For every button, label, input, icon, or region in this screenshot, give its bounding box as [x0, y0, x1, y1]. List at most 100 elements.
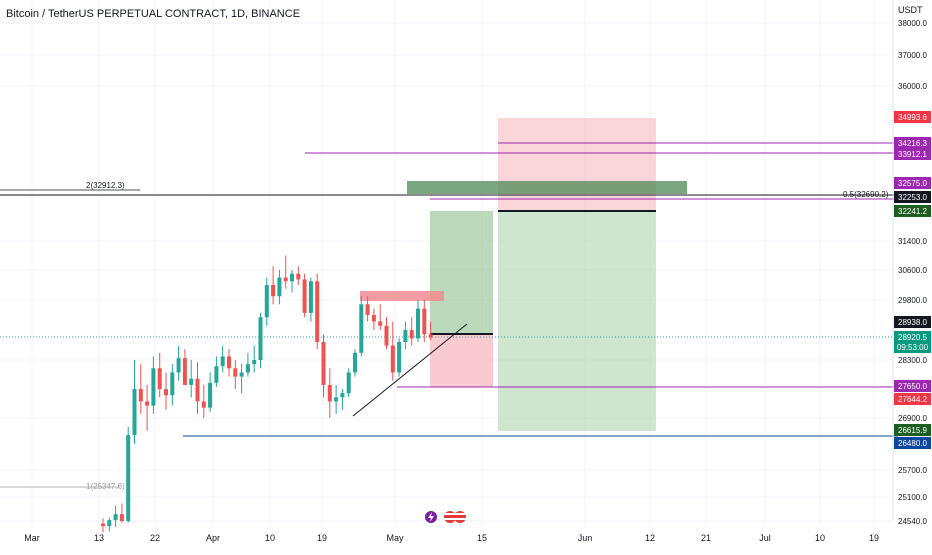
candle-body — [397, 341, 402, 373]
candle[interactable] — [365, 296, 370, 322]
candle[interactable] — [164, 372, 168, 410]
candle[interactable] — [327, 368, 332, 418]
candle[interactable] — [283, 255, 288, 289]
price-label-bg — [894, 380, 931, 392]
price-label[interactable]: 33912.1 — [894, 148, 931, 160]
candle[interactable] — [315, 273, 320, 350]
price-label-bg — [894, 191, 931, 203]
price-label[interactable]: 32253.0 — [894, 191, 931, 203]
candle[interactable] — [157, 352, 162, 398]
candle[interactable] — [271, 266, 276, 305]
candle[interactable] — [101, 518, 105, 533]
candle[interactable] — [233, 360, 238, 390]
price-label-text: 34993.6 — [898, 113, 927, 122]
candle[interactable] — [277, 270, 282, 305]
candle-body — [359, 304, 364, 353]
candle-body — [315, 281, 320, 342]
candle[interactable] — [208, 372, 213, 412]
time-axis[interactable]: Mar 13 22 Apr 10 19 May 15 Jun 12 21 Jul 10 19 — [24, 533, 879, 543]
candle[interactable] — [176, 345, 181, 381]
candle-body — [126, 435, 131, 521]
short-position-profit-zone[interactable] — [498, 211, 656, 431]
resistance-zone[interactable] — [360, 291, 444, 301]
candle[interactable] — [132, 360, 137, 444]
candle[interactable] — [138, 364, 143, 414]
price-label-text: 26615.9 — [898, 426, 927, 435]
candle[interactable] — [378, 304, 383, 331]
candle[interactable] — [258, 312, 263, 369]
candle[interactable] — [353, 349, 357, 377]
candle[interactable] — [195, 362, 200, 414]
price-label[interactable]: 34216.3 — [894, 137, 931, 149]
price-label[interactable]: 27644.2 — [894, 393, 931, 405]
candle[interactable] — [384, 317, 389, 350]
candle[interactable] — [113, 505, 118, 528]
candle[interactable] — [220, 345, 225, 373]
supply-zone[interactable] — [407, 181, 687, 194]
candle[interactable] — [428, 321, 433, 341]
candle[interactable] — [145, 384, 150, 431]
candle-body — [220, 356, 225, 367]
candle[interactable] — [227, 349, 231, 377]
time-tick-label: 21 — [701, 533, 711, 543]
candle[interactable] — [302, 273, 307, 318]
candle[interactable] — [264, 277, 269, 326]
candle[interactable] — [390, 321, 395, 381]
candle[interactable] — [239, 364, 244, 394]
price-labels: 34993.6 34216.3 33912.1 32575.0 32253.0 32241… — [894, 111, 931, 449]
price-label-text: 27644.2 — [898, 395, 927, 404]
price-label[interactable]: 28920.5 — [894, 331, 931, 343]
candle[interactable] — [422, 300, 427, 342]
price-label[interactable]: 09:53:00 — [894, 341, 931, 353]
candle[interactable] — [359, 296, 364, 357]
candle[interactable] — [107, 517, 112, 532]
candle-body — [327, 384, 332, 402]
event-icons[interactable] — [425, 511, 466, 523]
candle[interactable] — [397, 338, 402, 377]
price-label[interactable]: 34993.6 — [894, 111, 931, 123]
long-position-profit-zone[interactable] — [430, 211, 493, 334]
candle[interactable] — [201, 384, 206, 418]
candle-body — [334, 397, 339, 402]
price-tick-label: 31400.0 — [898, 237, 927, 246]
price-tick-label: 26900.0 — [898, 414, 927, 423]
candle[interactable] — [182, 349, 187, 385]
price-label[interactable]: 26615.9 — [894, 424, 931, 436]
us-flag-icon[interactable] — [454, 511, 466, 523]
trendline[interactable] — [352, 323, 468, 417]
candle[interactable] — [308, 277, 313, 322]
short-position-loss-zone[interactable] — [498, 118, 656, 211]
price-label[interactable]: 32241.2 — [894, 205, 931, 217]
candle[interactable] — [151, 356, 156, 414]
candle[interactable] — [126, 426, 131, 523]
candle[interactable] — [296, 266, 301, 285]
candle[interactable] — [409, 317, 414, 346]
candle[interactable] — [245, 352, 250, 377]
candle[interactable] — [290, 270, 294, 293]
candle[interactable] — [340, 389, 345, 410]
candle[interactable] — [371, 308, 376, 331]
candle[interactable] — [119, 503, 124, 523]
candle[interactable] — [346, 368, 351, 398]
price-label[interactable]: 28938.0 — [894, 316, 931, 328]
price-label[interactable]: 27650.0 — [894, 380, 931, 392]
candle-body — [378, 321, 383, 326]
candle-body — [346, 372, 351, 394]
candle[interactable] — [214, 356, 219, 387]
price-label[interactable]: 32575.0 — [894, 177, 931, 189]
candle[interactable] — [252, 345, 257, 373]
candle[interactable] — [334, 384, 339, 414]
price-label-bg — [894, 111, 931, 123]
candle[interactable] — [403, 321, 408, 350]
price-axis[interactable]: 38000.0 37000.0 36000.0 31400.0 30600.0 29800… — [898, 19, 927, 526]
long-position-loss-zone[interactable] — [430, 334, 493, 387]
candle[interactable] — [170, 364, 175, 406]
candle[interactable] — [416, 300, 420, 342]
candle[interactable] — [189, 360, 194, 398]
candle[interactable] — [321, 334, 326, 398]
price-label[interactable]: 26480.0 — [894, 437, 931, 449]
candle-body — [239, 372, 244, 377]
candle-body — [113, 514, 118, 521]
